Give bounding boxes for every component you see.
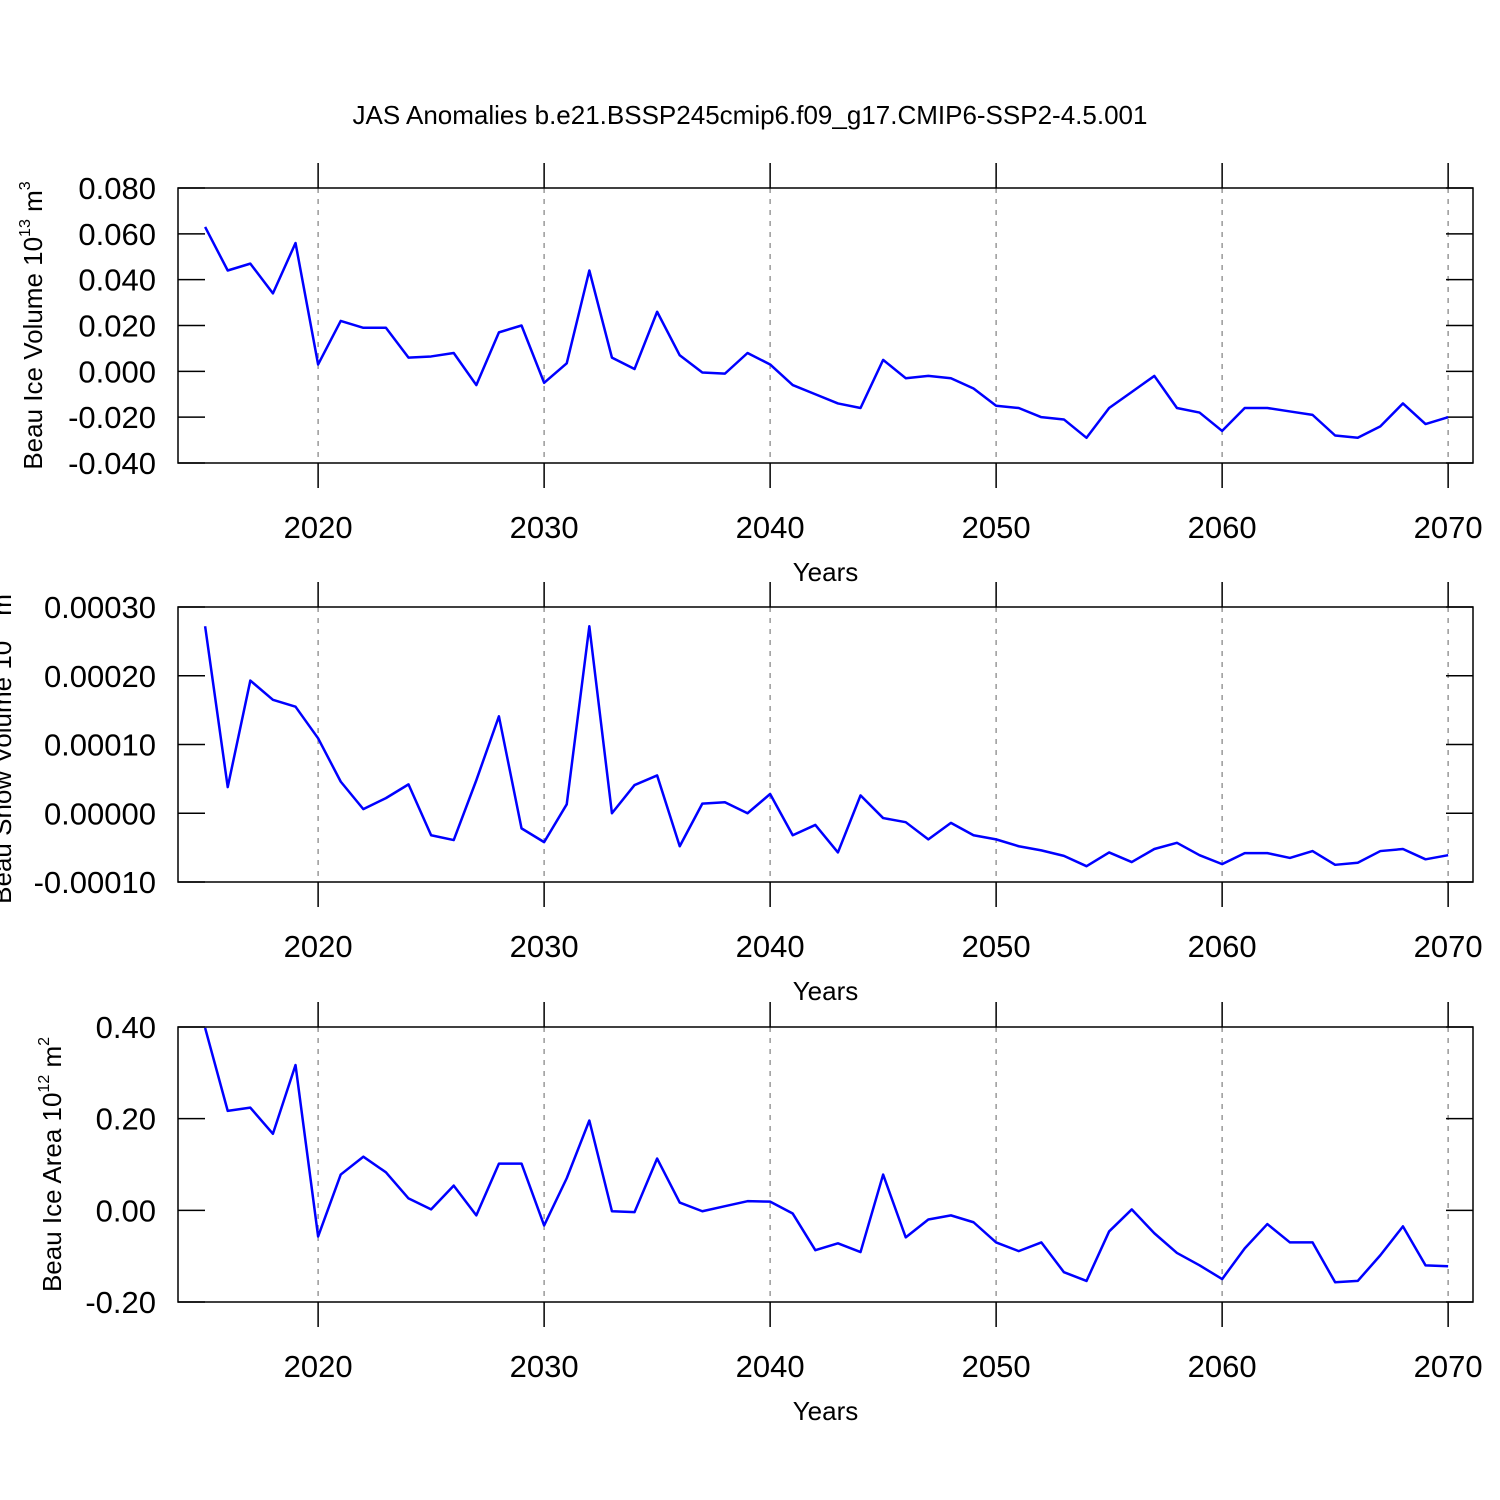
x-tick-label: 2030 <box>510 929 579 964</box>
x-axis-label: Years <box>793 557 859 587</box>
y-axis-label-exponent: 13 <box>0 623 3 641</box>
y-tick-label: 0.00030 <box>44 590 156 625</box>
x-tick-label: 2050 <box>962 1349 1031 1384</box>
y-tick-label: 0.00010 <box>44 728 156 763</box>
y-tick-label: -0.040 <box>68 446 156 481</box>
x-tick-label: 2030 <box>510 1349 579 1384</box>
y-axis-label-exponent: 3 <box>0 585 3 594</box>
x-axis-label: Years <box>793 1396 859 1426</box>
y-axis-label: Beau Snow Volume 1013 m3 <box>0 585 17 904</box>
y-axis-label-part: m <box>18 190 48 219</box>
data-line <box>204 226 1449 440</box>
y-axis-label-exponent: 3 <box>17 181 34 190</box>
data-line <box>203 1027 1449 1284</box>
y-tick-label: 0.000 <box>78 354 156 389</box>
y-tick-label: 0.00020 <box>44 659 156 694</box>
y-axis-label-exponent: 13 <box>17 219 34 237</box>
data-line <box>203 625 1449 868</box>
x-tick-label: 2020 <box>284 929 353 964</box>
y-axis-label: Beau Ice Volume 1013 m3 <box>17 181 48 469</box>
y-axis-label-exponent: 2 <box>36 1037 53 1046</box>
y-tick-label: 0.00 <box>96 1193 156 1228</box>
x-tick-label: 2040 <box>736 510 805 545</box>
x-tick-label: 2060 <box>1188 1349 1257 1384</box>
x-tick-label: 2070 <box>1414 510 1483 545</box>
x-tick-label: 2020 <box>284 1349 353 1384</box>
x-tick-label: 2070 <box>1414 1349 1483 1384</box>
y-tick-label: 0.40 <box>96 1010 156 1045</box>
y-tick-label: 0.20 <box>96 1102 156 1137</box>
y-tick-label: 0.060 <box>78 217 156 252</box>
y-axis-label-part: Beau Ice Area 10 <box>37 1093 67 1292</box>
plot-frame <box>177 187 1474 464</box>
y-axis-label-exponent: 12 <box>36 1075 53 1093</box>
plot-frame <box>177 606 1474 883</box>
y-axis-label-part: m <box>37 1046 67 1075</box>
chart-title: JAS Anomalies b.e21.BSSP245cmip6.f09_g17… <box>353 100 1148 130</box>
x-tick-label: 2040 <box>736 1349 805 1384</box>
x-tick-label: 2020 <box>284 510 353 545</box>
y-axis-label: Beau Ice Area 1012 m2 <box>36 1037 67 1292</box>
y-tick-label: -0.020 <box>68 400 156 435</box>
x-axis-label: Years <box>793 976 859 1006</box>
y-tick-label: -0.20 <box>85 1285 156 1320</box>
plot-frame <box>177 1026 1474 1303</box>
x-tick-label: 2040 <box>736 929 805 964</box>
y-tick-label: 0.00000 <box>44 796 156 831</box>
y-axis-label-part: Beau Ice Volume 10 <box>18 237 48 470</box>
y-tick-label: 0.040 <box>78 263 156 298</box>
y-tick-label: 0.080 <box>78 171 156 206</box>
x-tick-label: 2050 <box>962 929 1031 964</box>
x-tick-label: 2030 <box>510 510 579 545</box>
x-tick-label: 2070 <box>1414 929 1483 964</box>
x-tick-label: 2050 <box>962 510 1031 545</box>
y-axis-label-part: m <box>0 594 17 623</box>
y-axis-label-part: Beau Snow Volume 10 <box>0 641 17 904</box>
y-tick-label: 0.020 <box>78 309 156 344</box>
x-tick-label: 2060 <box>1188 510 1257 545</box>
y-tick-label: -0.00010 <box>34 865 156 900</box>
x-tick-label: 2060 <box>1188 929 1257 964</box>
